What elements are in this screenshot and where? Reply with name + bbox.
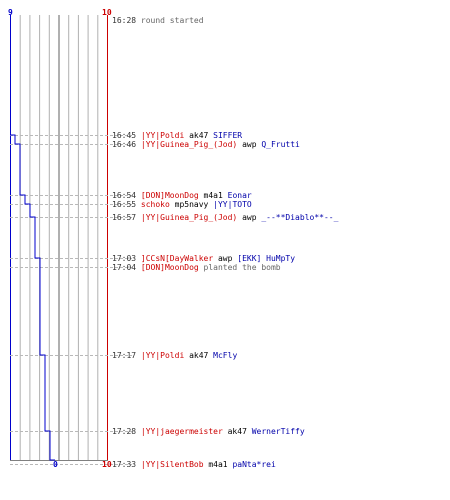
alive-count-line xyxy=(10,15,55,461)
left-top-count: 9 xyxy=(8,8,13,17)
attacker-name: schoko xyxy=(136,200,170,209)
left-bottom-count: 0 xyxy=(53,460,58,469)
event-time: 16:57 xyxy=(112,213,137,222)
event-time: 16:55 xyxy=(112,200,137,209)
event-time: 17:03 xyxy=(112,254,137,263)
event-row: 16:54 [DON]MoonDog m4a1 Eonar xyxy=(112,191,252,200)
attacker-name: ]CCsN[DayWalker xyxy=(136,254,214,263)
attacker-name: |YY|Poldi xyxy=(136,351,185,360)
event-text: m4a1 xyxy=(203,460,233,469)
event-row: 16:55 schoko mp5navy |YY|TOTO xyxy=(112,200,252,209)
event-time: 17:17 xyxy=(112,351,137,360)
event-text: ak47 xyxy=(184,351,214,360)
event-row: 17:17 |YY|Poldi ak47 McFly xyxy=(112,351,237,360)
event-text: planted the bomb xyxy=(198,263,281,272)
right-top-count: 10 xyxy=(102,8,112,17)
event-text: awp xyxy=(213,254,238,263)
attacker-name: |YY|Guinea_Pig_(Jod) xyxy=(136,140,238,149)
victim-name: WernerTiffy xyxy=(251,427,305,436)
attacker-name: [DON]MoonDog xyxy=(136,191,199,200)
attacker-name: |YY|SilentBob xyxy=(136,460,204,469)
event-text: awp xyxy=(237,140,262,149)
victim-name: Eonar xyxy=(227,191,252,200)
event-text: awp xyxy=(237,213,262,222)
victim-name: paNta*rei xyxy=(232,460,276,469)
event-row: 17:04 [DON]MoonDog planted the bomb xyxy=(112,263,281,272)
event-row: 17:03 ]CCsN[DayWalker awp [EKK] HuMpTy xyxy=(112,254,295,263)
event-text: m4a1 xyxy=(198,191,228,200)
victim-name: [EKK] HuMpTy xyxy=(237,254,296,263)
victim-name: |YY|TOTO xyxy=(213,200,252,209)
event-text: ak47 xyxy=(222,427,252,436)
attacker-name: |YY|jaegermeister xyxy=(136,427,223,436)
victim-name: _--**Diablo**--_ xyxy=(261,213,339,222)
event-time: 16:28 xyxy=(112,16,137,25)
event-time: 16:45 xyxy=(112,131,137,140)
event-text: mp5navy xyxy=(169,200,214,209)
event-time: 16:46 xyxy=(112,140,137,149)
attacker-name: [DON]MoonDog xyxy=(136,263,199,272)
event-time: 17:28 xyxy=(112,427,137,436)
event-row: 17:33 |YY|SilentBob m4a1 paNta*rei xyxy=(112,460,276,469)
event-row: 16:45 |YY|Poldi ak47 SIFFER xyxy=(112,131,242,140)
event-time: 17:33 xyxy=(112,460,137,469)
event-text: round started xyxy=(136,16,204,25)
event-time: 16:54 xyxy=(112,191,137,200)
right-bottom-count: 10 xyxy=(102,460,112,469)
event-text: ak47 xyxy=(184,131,214,140)
attacker-name: |YY|Poldi xyxy=(136,131,185,140)
event-row: 16:46 |YY|Guinea_Pig_(Jod) awp Q_Frutti xyxy=(112,140,300,149)
victim-name: McFly xyxy=(213,351,238,360)
event-row: 16:28 round started xyxy=(112,16,204,25)
event-row: 17:28 |YY|jaegermeister ak47 WernerTiffy xyxy=(112,427,305,436)
victim-name: Q_Frutti xyxy=(261,140,300,149)
attacker-name: |YY|Guinea_Pig_(Jod) xyxy=(136,213,238,222)
event-time: 17:04 xyxy=(112,263,137,272)
victim-name: SIFFER xyxy=(213,131,243,140)
event-row: 16:57 |YY|Guinea_Pig_(Jod) awp _--**Diab… xyxy=(112,213,338,222)
